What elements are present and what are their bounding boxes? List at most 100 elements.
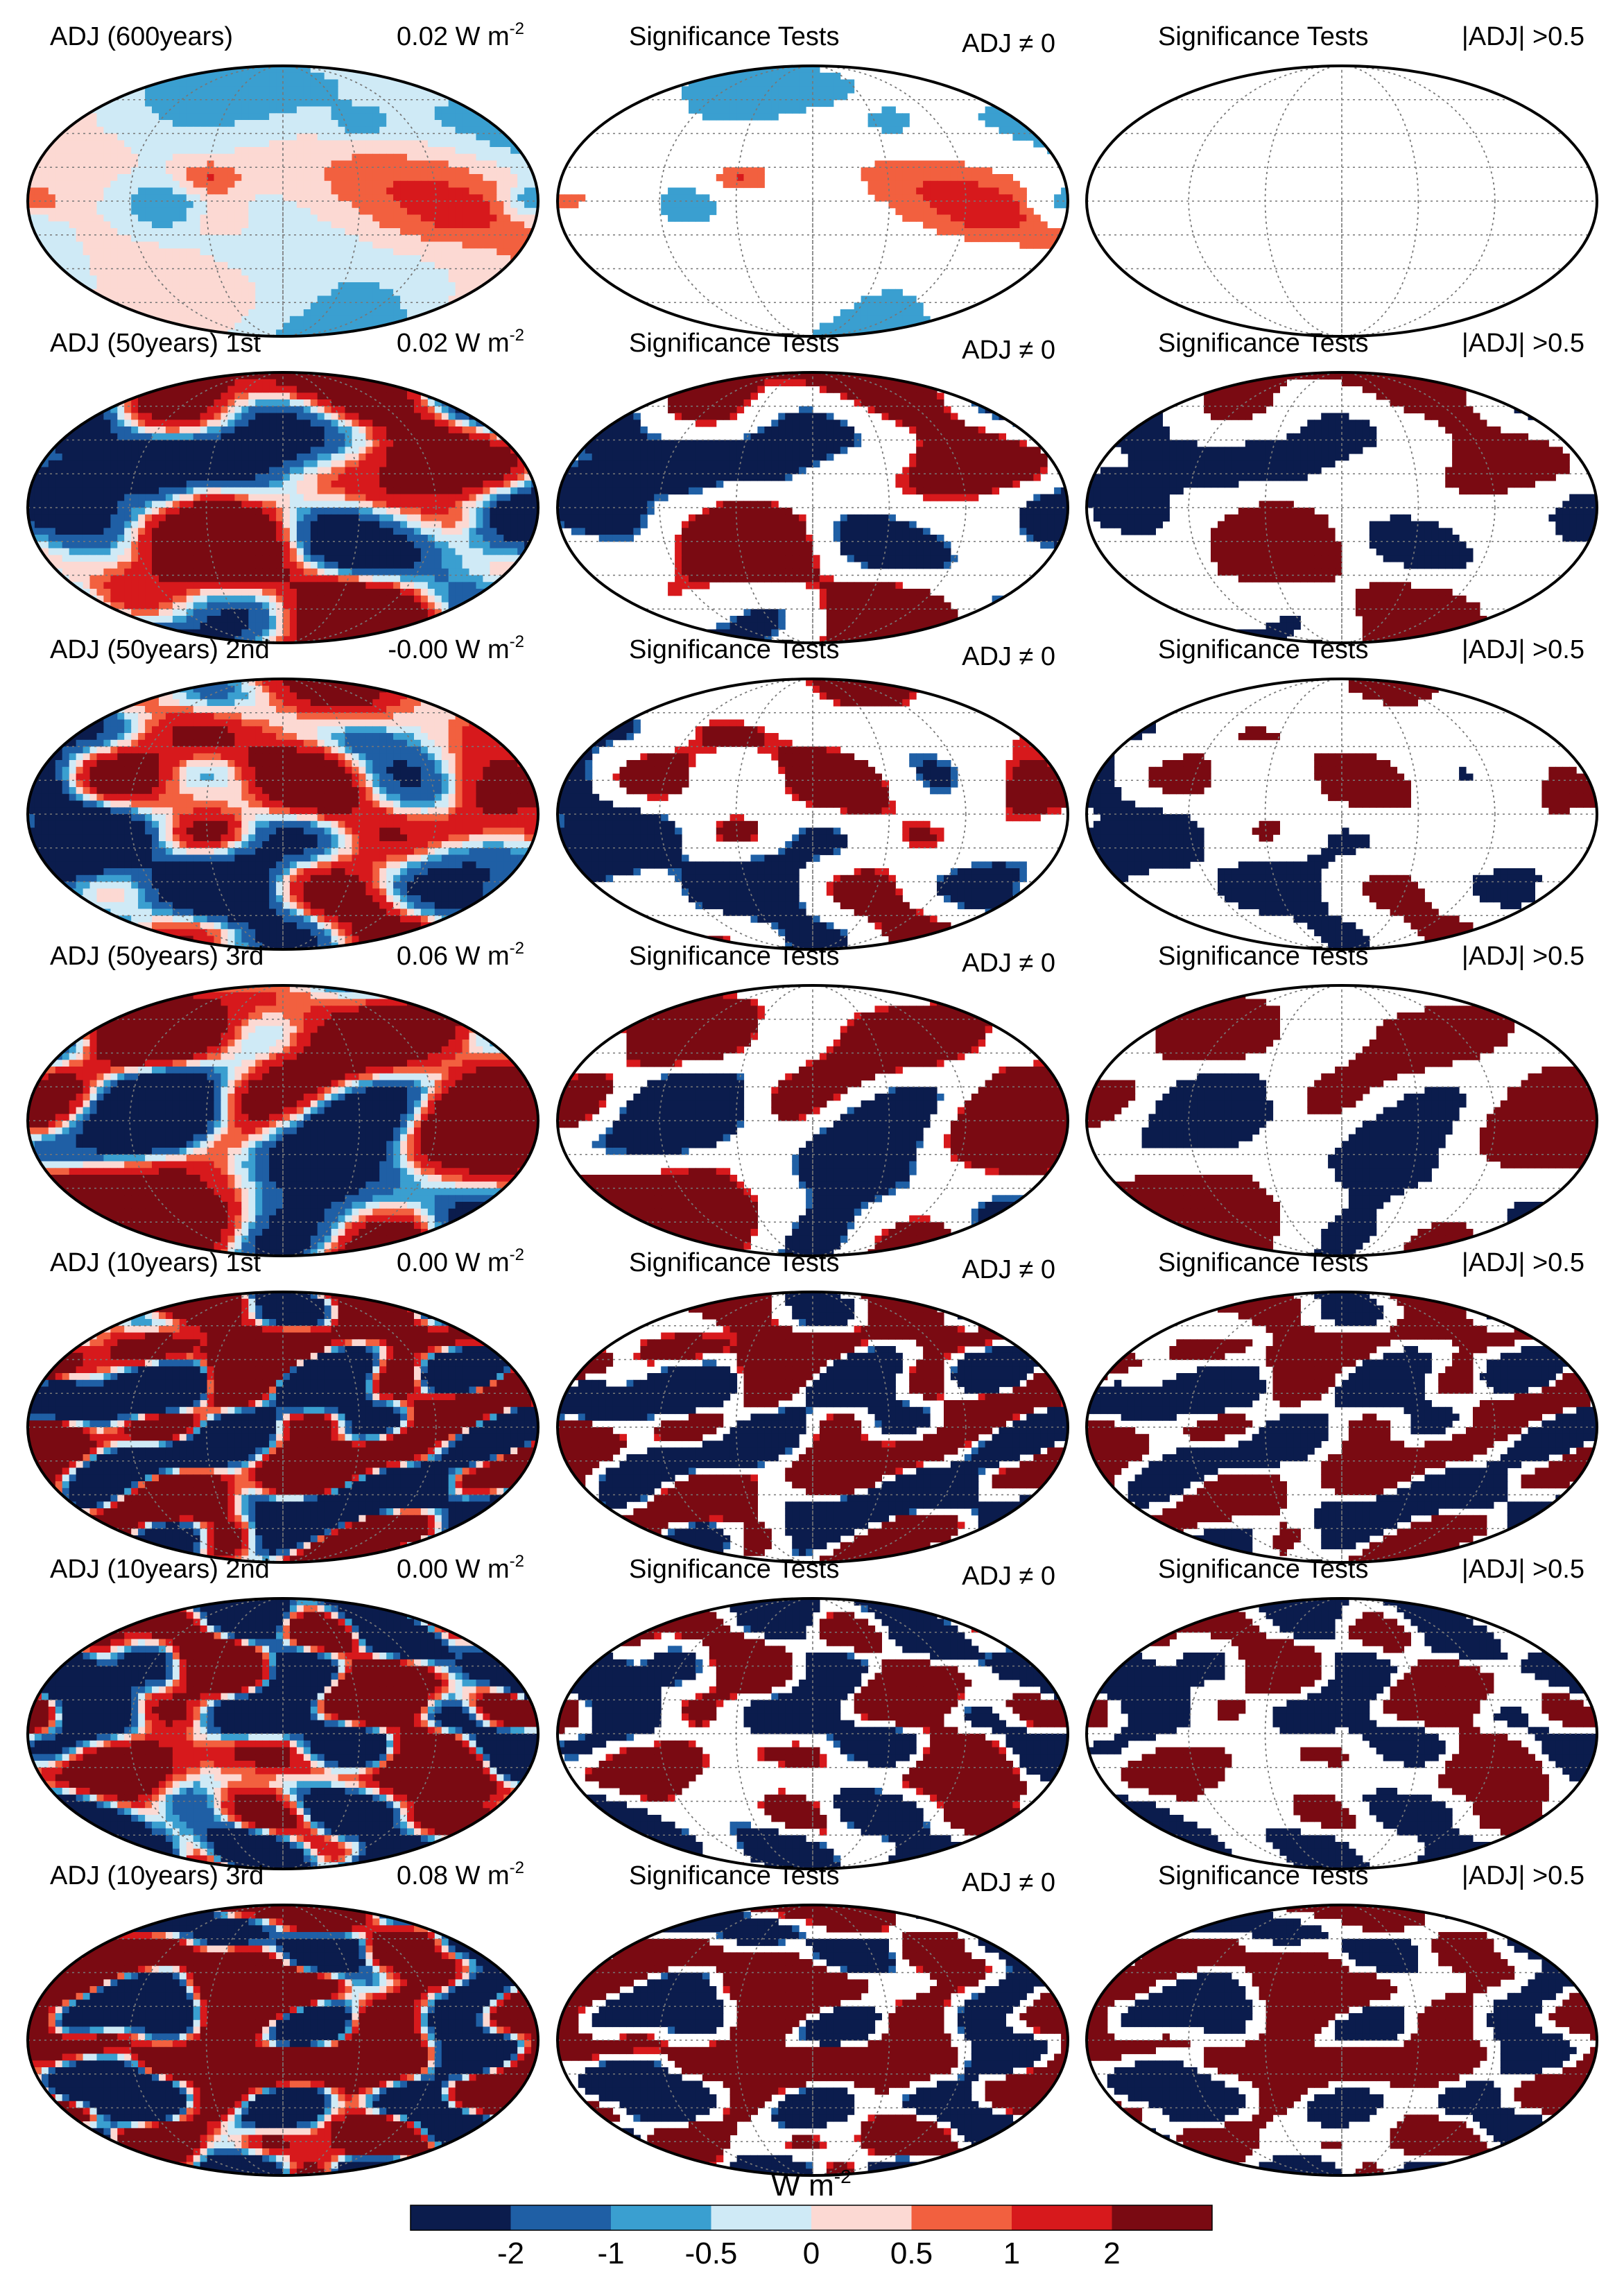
field-cell: [200, 460, 208, 468]
field-cell: [76, 153, 84, 162]
field-cell: [131, 234, 139, 243]
field-cell: [420, 467, 429, 474]
field-cell: [221, 302, 228, 310]
field-cell: [152, 433, 159, 441]
field-cell: [393, 214, 401, 222]
field-cell: [317, 147, 325, 155]
field-cell: [930, 194, 938, 202]
field-cell: [930, 214, 938, 222]
field-cell: [909, 309, 917, 317]
field-cell: [62, 241, 70, 249]
field-cell: [117, 180, 125, 189]
field-cell: [352, 467, 359, 474]
field-cell: [524, 501, 532, 508]
field-cell: [234, 268, 242, 276]
field-cell: [303, 295, 311, 303]
field-cell: [510, 548, 518, 555]
field-cell: [227, 79, 235, 87]
field-cell: [510, 228, 518, 236]
field-cell: [172, 487, 180, 495]
field-cell: [469, 548, 476, 555]
field-cell: [888, 167, 896, 175]
field-cell: [476, 487, 483, 495]
field-cell: [117, 420, 125, 427]
field-cell: [124, 282, 132, 290]
field-cell: [930, 187, 938, 195]
field-cell: [490, 514, 497, 522]
field-cell: [269, 541, 277, 549]
field-cell: [682, 93, 689, 101]
field-cell: [490, 194, 497, 202]
field-cell: [117, 201, 125, 209]
field-cell: [159, 194, 166, 202]
field-cell: [345, 160, 352, 168]
field-cell: [303, 113, 311, 121]
field-cell: [289, 568, 297, 576]
field-cell: [193, 541, 201, 549]
field-cell: [317, 275, 325, 283]
field-cell: [62, 221, 70, 229]
field-cell: [558, 201, 565, 209]
field-cell: [34, 514, 42, 522]
field-cell: [283, 86, 291, 94]
field-cell: [289, 386, 297, 393]
field-cell: [193, 568, 201, 576]
field-cell: [214, 180, 221, 189]
field-cell: [124, 174, 132, 182]
field-cell: [269, 66, 277, 74]
field-cell: [179, 426, 187, 434]
field-cell: [867, 167, 876, 175]
field-cell: [338, 555, 346, 562]
field-cell: [165, 153, 173, 162]
field-cell: [289, 460, 297, 468]
field-cell: [407, 426, 415, 434]
field-cell: [750, 79, 758, 87]
field-cell: [414, 420, 422, 427]
field-cell: [317, 309, 325, 317]
field-cell: [55, 514, 63, 522]
field-cell: [276, 521, 284, 528]
field-cell: [483, 140, 490, 148]
field-cell: [469, 167, 476, 175]
field-cell: [214, 386, 221, 393]
field-cell: [331, 93, 339, 101]
field-cell: [289, 261, 297, 270]
field-cell: [262, 261, 270, 270]
field-cell: [400, 93, 408, 101]
field-cell: [978, 113, 986, 121]
field-cell: [510, 514, 518, 522]
field-cell: [276, 372, 284, 380]
field-cell: [372, 93, 380, 101]
field-cell: [345, 514, 352, 522]
field-cell: [331, 288, 339, 297]
field-cell: [227, 481, 235, 488]
field-cell: [345, 528, 352, 535]
field-cell: [462, 508, 470, 515]
field-cell: [96, 282, 104, 290]
field-cell: [289, 447, 297, 454]
field-cell: [159, 140, 166, 148]
field-cell: [469, 160, 476, 168]
field-cell: [359, 440, 366, 447]
field-cell: [296, 288, 304, 297]
field-cell: [400, 481, 408, 488]
field-cell: [331, 180, 339, 189]
field-cell: [255, 174, 263, 182]
field-cell: [227, 316, 235, 324]
field-cell: [937, 160, 944, 168]
field-cell: [296, 86, 304, 94]
field-cell: [96, 153, 104, 162]
field-cell: [324, 508, 332, 515]
field-cell: [441, 426, 449, 434]
field-cell: [331, 174, 339, 182]
field-cell: [434, 406, 442, 414]
field-cell: [193, 99, 201, 107]
field-cell: [269, 309, 277, 317]
field-cell: [103, 487, 111, 495]
field-cell: [193, 521, 201, 528]
field-cell: [179, 180, 187, 189]
field-cell: [331, 201, 339, 209]
field-cell: [110, 234, 118, 243]
field-cell: [76, 501, 84, 508]
field-cell: [331, 447, 339, 454]
